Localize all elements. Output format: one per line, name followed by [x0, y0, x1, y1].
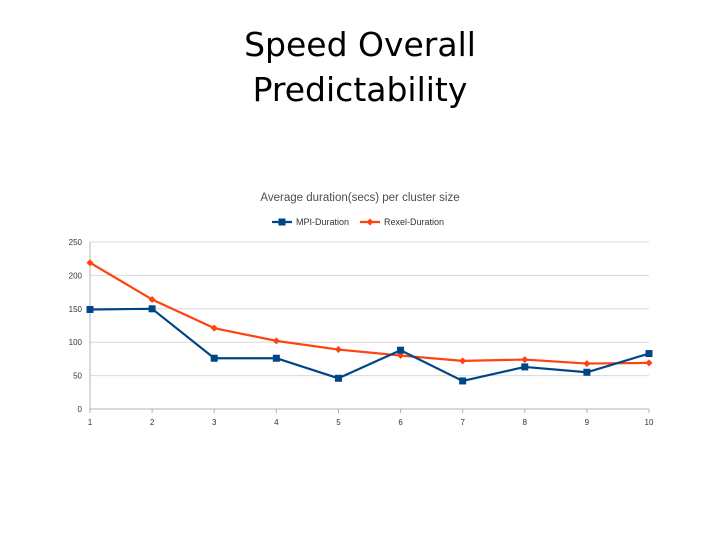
- series-line-mpi-duration: [89, 307, 650, 383]
- x-tick-label: 10: [645, 418, 654, 427]
- data-point-mpi-duration: [86, 305, 94, 313]
- data-point-rexel-duration: [334, 346, 342, 354]
- x-tick-label: 8: [523, 418, 528, 427]
- chart-ticks: 0 50 100 150 200 250 1 2 3 4 5 6 7 8 9 10: [69, 238, 654, 427]
- data-point-mpi-duration: [583, 368, 591, 376]
- data-point-mpi-duration: [272, 354, 280, 362]
- chart-series: [86, 259, 653, 385]
- data-point-mpi-duration: [459, 377, 467, 385]
- y-tick-label: 0: [78, 405, 83, 414]
- legend-entry-rexel-duration: Rexel-Duration: [360, 217, 444, 227]
- legend-label: Rexel-Duration: [384, 217, 444, 227]
- data-point-rexel-duration: [459, 357, 467, 365]
- data-point-rexel-duration: [86, 259, 94, 267]
- data-point-rexel-duration: [521, 356, 529, 364]
- x-tick-label: 5: [336, 418, 341, 427]
- chart-title: Average duration(secs) per cluster size: [260, 192, 459, 204]
- data-point-rexel-duration: [397, 352, 405, 360]
- data-point-rexel-duration: [272, 337, 280, 345]
- series-line-rexel-duration: [89, 261, 650, 365]
- data-point-mpi-duration: [397, 346, 405, 354]
- legend-swatch-marker: [278, 218, 286, 226]
- slide-title-line-1: Speed Overall: [244, 25, 476, 64]
- data-point-rexel-duration: [583, 360, 591, 368]
- slide-title-line-2: Predictability: [252, 70, 468, 109]
- x-tick-label: 4: [274, 418, 279, 427]
- data-point-mpi-duration: [148, 305, 156, 313]
- data-point-mpi-duration: [521, 363, 529, 371]
- chart-axes: [89, 242, 649, 410]
- x-tick-label: 6: [398, 418, 403, 427]
- data-point-mpi-duration: [645, 350, 653, 358]
- data-point-mpi-duration: [334, 374, 342, 382]
- data-point-rexel-duration: [148, 295, 156, 303]
- x-tick-label: 3: [212, 418, 217, 427]
- x-tick-label: 2: [150, 418, 155, 427]
- data-point-rexel-duration: [645, 359, 653, 367]
- data-point-mpi-duration: [210, 354, 218, 362]
- legend-swatch-marker: [366, 218, 374, 226]
- chart-grid: [90, 241, 649, 377]
- legend-label: MPI-Duration: [296, 217, 349, 227]
- chart-legend: MPI-Duration Rexel-Duration: [272, 217, 444, 227]
- x-tick-label: 7: [460, 418, 465, 427]
- y-tick-label: 50: [73, 372, 82, 381]
- y-tick-label: 250: [69, 238, 83, 247]
- slide-title: Speed Overall Predictability: [0, 22, 720, 112]
- y-tick-label: 200: [69, 271, 83, 280]
- y-tick-label: 150: [69, 305, 83, 314]
- y-tick-label: 100: [69, 338, 83, 347]
- x-tick-label: 1: [88, 418, 93, 427]
- legend-entry-mpi-duration: MPI-Duration: [272, 217, 349, 227]
- data-point-rexel-duration: [210, 324, 218, 332]
- x-tick-label: 9: [585, 418, 590, 427]
